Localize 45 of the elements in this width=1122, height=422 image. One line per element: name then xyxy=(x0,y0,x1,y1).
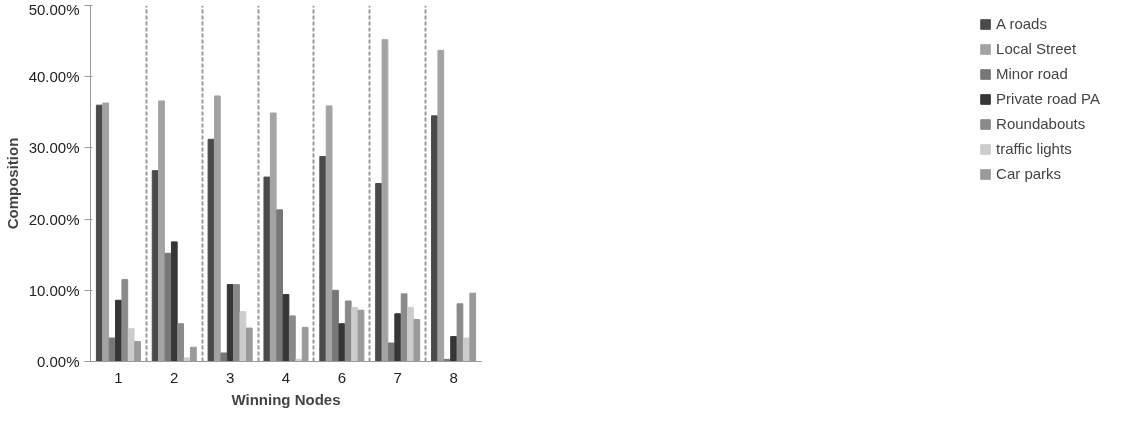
bar xyxy=(239,311,247,362)
bar xyxy=(170,241,178,362)
y-tick-label: 50.00% xyxy=(28,0,80,18)
legend-label: Car parks xyxy=(996,165,1062,182)
x-tick-label: 6 xyxy=(337,368,347,386)
y-axis-title: Composition xyxy=(3,137,21,230)
x-tick-label: 2 xyxy=(170,368,179,386)
bar xyxy=(121,279,129,362)
bar xyxy=(319,155,327,362)
bar xyxy=(207,138,215,362)
bar xyxy=(394,313,402,362)
bar xyxy=(263,176,271,362)
bar xyxy=(400,293,408,362)
x-axis-title: Winning Nodes xyxy=(231,390,341,408)
y-tick-label: 30.00% xyxy=(28,139,80,157)
bar xyxy=(282,294,290,362)
y-tick-label: 20.00% xyxy=(28,210,80,228)
x-tick-label: 7 xyxy=(393,368,402,386)
bar xyxy=(344,300,352,362)
bar xyxy=(456,303,464,362)
y-tick-label: 10.00% xyxy=(28,281,80,299)
y-tick-label: 40.00% xyxy=(28,68,80,86)
bar xyxy=(276,209,283,362)
legend-label: traffic lights xyxy=(996,140,1072,157)
bar xyxy=(164,252,172,362)
bar xyxy=(387,342,395,362)
legend-label: Local Street xyxy=(996,40,1077,57)
bar xyxy=(289,315,296,362)
legend-label: A roads xyxy=(996,15,1047,32)
bar xyxy=(220,352,228,362)
legend-label: Private road PA xyxy=(996,90,1100,107)
x-tick-label: 4 xyxy=(281,368,291,386)
legend-label: Roundabouts xyxy=(996,115,1086,132)
legend-label: Minor road xyxy=(996,65,1068,82)
bar xyxy=(177,323,185,362)
bar xyxy=(233,284,240,362)
bar xyxy=(407,306,414,362)
x-tick-label: 3 xyxy=(225,368,235,386)
bar xyxy=(127,328,135,362)
bar xyxy=(338,323,346,362)
y-tick-label: 0.00% xyxy=(36,353,80,370)
bar xyxy=(183,357,191,362)
x-tick-label: 1 xyxy=(114,368,123,386)
bar xyxy=(332,289,339,362)
x-tick-label: 8 xyxy=(449,368,458,386)
